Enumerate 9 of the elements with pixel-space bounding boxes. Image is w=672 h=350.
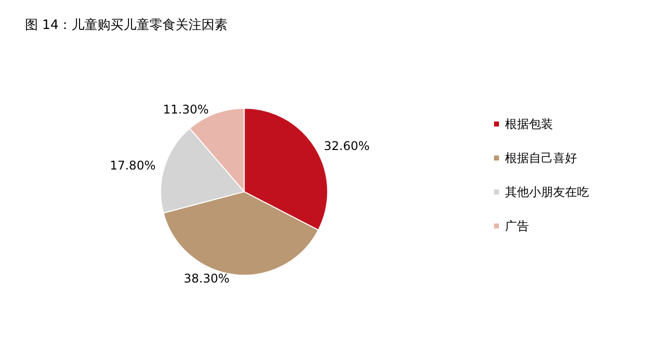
data-label: 17.80% <box>110 158 156 173</box>
legend-label: 根据包装 <box>505 117 553 131</box>
legend-label: 其他小朋友在吃 <box>505 185 589 199</box>
legend-label: 广告 <box>505 219 529 233</box>
legend-label: 根据自己喜好 <box>505 151 577 165</box>
data-label: 38.30% <box>184 272 230 286</box>
data-label: 11.30% <box>162 102 209 117</box>
data-label: 32.60% <box>324 139 370 154</box>
chart-title: 图 14：儿童购买儿童零食关注因素 <box>25 17 228 33</box>
